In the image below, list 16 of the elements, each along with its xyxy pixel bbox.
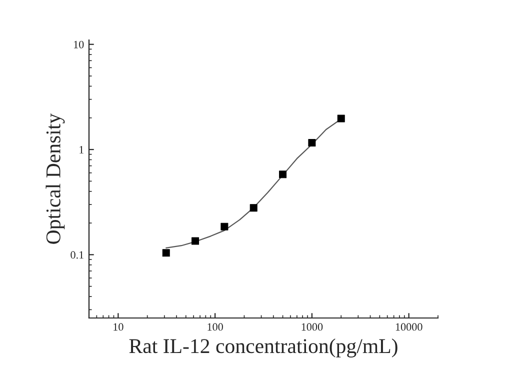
y-axis-title: Optical Density (46, 113, 65, 244)
point (308, 138, 316, 146)
x-tick-label: 10000 (396, 323, 422, 331)
point (337, 114, 345, 122)
y-tick-label: 10 (74, 40, 84, 48)
x-tick-label: 100 (208, 323, 223, 331)
point (250, 204, 258, 212)
x-tick-label: 10 (114, 323, 124, 331)
point (192, 237, 200, 245)
x-axis-title: Rat IL-12 concentration(pg/mL) (129, 338, 398, 358)
y-tick-label: 1 (80, 146, 84, 154)
point (162, 249, 170, 257)
x-tick-label: 1000 (302, 323, 323, 331)
y-tick-label: 0.1 (70, 251, 84, 259)
point (220, 222, 228, 230)
point (279, 170, 287, 178)
